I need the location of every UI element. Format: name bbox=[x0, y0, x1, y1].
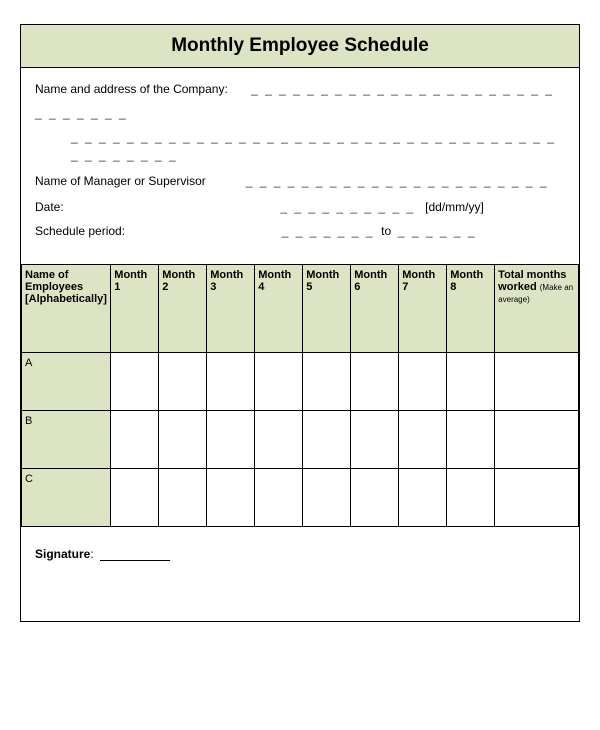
table-header-row: Name of Employees [Alphabetically] Month… bbox=[22, 265, 579, 353]
company-field-line2[interactable]: _ _ _ _ _ _ _ bbox=[35, 106, 128, 120]
month-cell[interactable] bbox=[207, 353, 255, 411]
company-field-line1[interactable]: _ _ _ _ _ _ _ _ _ _ _ _ _ _ _ _ _ _ _ _ … bbox=[251, 82, 554, 96]
month-cell[interactable] bbox=[303, 353, 351, 411]
month-cell[interactable] bbox=[399, 411, 447, 469]
period-row: Schedule period: _ _ _ _ _ _ _ to _ _ _ … bbox=[35, 222, 565, 240]
company-label: Name and address of the Company: bbox=[35, 80, 228, 98]
month-cell[interactable] bbox=[447, 469, 495, 527]
total-cell[interactable] bbox=[495, 411, 579, 469]
month-cell[interactable] bbox=[447, 411, 495, 469]
col-month-1: Month 1 bbox=[111, 265, 159, 353]
col-total: Total months worked (Make an average) bbox=[495, 265, 579, 353]
manager-label: Name of Manager or Supervisor bbox=[35, 172, 206, 190]
table-row: A bbox=[22, 353, 579, 411]
month-cell[interactable] bbox=[159, 353, 207, 411]
month-cell[interactable] bbox=[399, 353, 447, 411]
month-cell[interactable] bbox=[351, 411, 399, 469]
info-section: Name and address of the Company: _ _ _ _… bbox=[21, 68, 579, 264]
month-cell[interactable] bbox=[351, 469, 399, 527]
table-body: A B C bbox=[22, 353, 579, 527]
col-month-8: Month 8 bbox=[447, 265, 495, 353]
employee-cell[interactable]: A bbox=[22, 353, 111, 411]
col-employees: Name of Employees [Alphabetically] bbox=[22, 265, 111, 353]
company-row-3: _ _ _ _ _ _ _ _ _ _ _ _ _ _ _ _ _ _ _ _ … bbox=[35, 128, 565, 164]
form-page: Monthly Employee Schedule Name and addre… bbox=[20, 24, 580, 622]
signature-field[interactable] bbox=[100, 560, 170, 561]
month-cell[interactable] bbox=[255, 411, 303, 469]
period-from-field[interactable]: _ _ _ _ _ _ _ bbox=[282, 224, 375, 238]
manager-field[interactable]: _ _ _ _ _ _ _ _ _ _ _ _ _ _ _ _ _ _ _ _ … bbox=[246, 174, 549, 188]
table-row: B bbox=[22, 411, 579, 469]
signature-section: Signature: bbox=[21, 527, 579, 621]
employee-cell[interactable]: C bbox=[22, 469, 111, 527]
month-cell[interactable] bbox=[255, 353, 303, 411]
total-cell[interactable] bbox=[495, 469, 579, 527]
month-cell[interactable] bbox=[303, 411, 351, 469]
col-month-6: Month 6 bbox=[351, 265, 399, 353]
manager-row: Name of Manager or Supervisor _ _ _ _ _ … bbox=[35, 172, 565, 190]
col-month-7: Month 7 bbox=[399, 265, 447, 353]
company-row-2: _ _ _ _ _ _ _ bbox=[35, 104, 565, 122]
page-title: Monthly Employee Schedule bbox=[21, 25, 579, 68]
month-cell[interactable] bbox=[447, 353, 495, 411]
month-cell[interactable] bbox=[351, 353, 399, 411]
month-cell[interactable] bbox=[207, 411, 255, 469]
col-month-4: Month 4 bbox=[255, 265, 303, 353]
month-cell[interactable] bbox=[255, 469, 303, 527]
month-cell[interactable] bbox=[159, 469, 207, 527]
month-cell[interactable] bbox=[111, 353, 159, 411]
month-cell[interactable] bbox=[111, 469, 159, 527]
month-cell[interactable] bbox=[111, 411, 159, 469]
period-to-field[interactable]: _ _ _ _ _ _ bbox=[398, 224, 477, 238]
company-field-line3[interactable]: _ _ _ _ _ _ _ _ _ _ _ _ _ _ _ _ _ _ _ _ … bbox=[71, 130, 556, 162]
month-cell[interactable] bbox=[207, 469, 255, 527]
col-month-5: Month 5 bbox=[303, 265, 351, 353]
date-field[interactable]: _ _ _ _ _ _ _ _ _ _ bbox=[280, 200, 415, 214]
month-cell[interactable] bbox=[159, 411, 207, 469]
col-month-3: Month 3 bbox=[207, 265, 255, 353]
period-label: Schedule period: bbox=[35, 222, 125, 240]
company-row: Name and address of the Company: _ _ _ _… bbox=[35, 80, 565, 98]
schedule-table: Name of Employees [Alphabetically] Month… bbox=[21, 264, 579, 527]
signature-colon: : bbox=[90, 547, 93, 561]
col-month-2: Month 2 bbox=[159, 265, 207, 353]
month-cell[interactable] bbox=[303, 469, 351, 527]
date-format-hint: [dd/mm/yy] bbox=[425, 200, 484, 214]
total-cell[interactable] bbox=[495, 353, 579, 411]
month-cell[interactable] bbox=[399, 469, 447, 527]
signature-label: Signature bbox=[35, 547, 90, 561]
employee-cell[interactable]: B bbox=[22, 411, 111, 469]
date-row: Date: _ _ _ _ _ _ _ _ _ _ [dd/mm/yy] bbox=[35, 198, 565, 216]
table-row: C bbox=[22, 469, 579, 527]
date-label: Date: bbox=[35, 198, 64, 216]
period-to-label: to bbox=[381, 224, 391, 238]
